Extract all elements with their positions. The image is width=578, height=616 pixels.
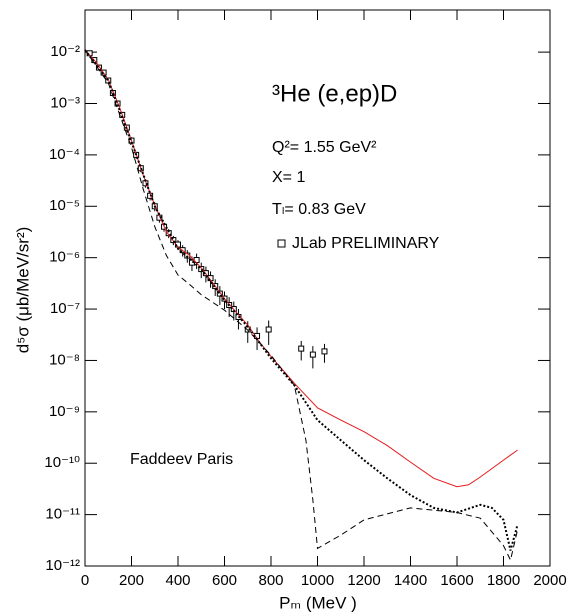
y-tick-label: 10⁻³ — [50, 94, 80, 111]
x-tick-label: 1200 — [347, 572, 380, 589]
x-tick-label: 600 — [212, 572, 237, 589]
y-tick-label: 10⁻¹² — [45, 557, 80, 574]
x-tick-label: 1400 — [394, 572, 427, 589]
data-point — [216, 290, 223, 297]
curve — [84, 49, 518, 488]
y-tick-label: 10⁻⁷ — [50, 300, 80, 317]
x-tick-label: 1000 — [301, 572, 334, 589]
data-point — [265, 326, 272, 333]
curve — [84, 49, 519, 551]
y-tick-label: 10⁻¹⁰ — [44, 454, 80, 471]
y-axis-label: d⁵σ (μb/MeV/sr²) — [13, 227, 32, 354]
curve — [84, 49, 518, 562]
legend-label: JLab PRELIMINARY — [292, 235, 440, 252]
x-tick-label: 1600 — [440, 572, 473, 589]
annotation: X= 1 — [272, 169, 305, 186]
annotation: Q²= 1.55 GeV² — [272, 139, 377, 156]
x-tick-label: 2000 — [533, 572, 566, 589]
data-point — [298, 345, 305, 352]
y-tick-label: 10⁻¹¹ — [45, 506, 80, 523]
y-tick-label: 10⁻⁶ — [49, 249, 80, 266]
x-tick-label: 800 — [258, 572, 283, 589]
y-tick-label: 10⁻⁵ — [49, 197, 80, 214]
data-point — [198, 266, 205, 273]
data-point — [309, 351, 316, 358]
annotation: Tₗ= 0.83 GeV — [272, 201, 366, 218]
data-point — [321, 348, 328, 355]
x-tick-label: 1800 — [487, 572, 520, 589]
y-tick-label: 10⁻⁸ — [49, 351, 80, 368]
x-axis-label: Pₘ (MeV ) — [279, 593, 357, 612]
y-tick-label: 10⁻⁹ — [49, 403, 80, 420]
y-tick-label: 10⁻² — [50, 43, 80, 60]
x-tick-label: 0 — [81, 572, 89, 589]
x-tick-label: 400 — [165, 572, 190, 589]
x-tick-label: 200 — [119, 572, 144, 589]
annotation: Faddeev Paris — [130, 451, 233, 468]
legend-marker — [277, 239, 286, 248]
chart-title: ³He (e,ep)D — [272, 80, 397, 107]
y-tick-label: 10⁻⁴ — [49, 146, 80, 163]
data-point — [170, 237, 177, 244]
